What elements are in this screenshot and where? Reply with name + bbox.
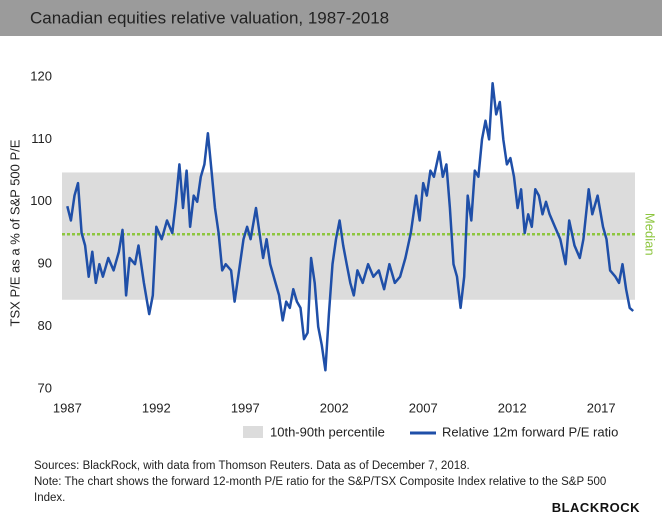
x-tick-label: 2012 (498, 400, 527, 415)
y-tick-label: 120 (30, 68, 52, 83)
y-tick-label: 80 (38, 318, 52, 333)
y-tick-label: 110 (31, 131, 52, 146)
sources: Sources: BlackRock, with data from Thoms… (34, 460, 470, 472)
x-tick-label: 2007 (409, 400, 438, 415)
chart: Canadian equities relative valuation, 19… (0, 0, 662, 439)
y-tick-label: 90 (38, 256, 52, 271)
x-tick-label: 2002 (320, 400, 349, 415)
data-line (66, 81, 635, 372)
legend-label: Relative 12m forward P/E ratio (442, 424, 618, 439)
note: Note: The chart shows the forward 12-mon… (34, 476, 607, 504)
percentile-band (62, 172, 635, 300)
y-axis-label: TSX P/E as a % of S&P 500 P/E (7, 139, 22, 326)
x-tick-label: 1987 (53, 400, 82, 415)
legend-label: 10th-90th percentile (270, 424, 385, 439)
y-tick-label: 70 (38, 380, 52, 395)
median-label: Median (643, 213, 658, 256)
x-tick-label: 1997 (231, 400, 260, 415)
y-tick-label: 100 (30, 193, 52, 208)
title-bar (0, 0, 662, 36)
x-tick-label: 1992 (142, 400, 171, 415)
legend-swatch (243, 426, 263, 438)
chart-title: Canadian equities relative valuation, 19… (30, 8, 389, 27)
logo: BlackRock (551, 500, 640, 515)
x-tick-label: 2017 (587, 400, 616, 415)
